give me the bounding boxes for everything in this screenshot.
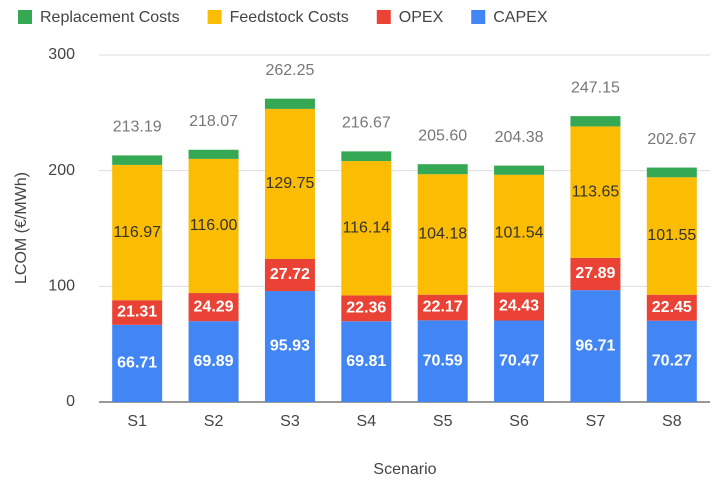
bar-segment (570, 116, 621, 127)
bar-segment (646, 177, 697, 295)
data-label: 70.27 (652, 353, 692, 370)
bar-segment (570, 257, 621, 291)
bar-segment (341, 321, 392, 402)
data-label: 27.72 (270, 266, 310, 283)
bar-segment (341, 161, 392, 296)
bar-segment (112, 155, 163, 165)
data-label: 21.31 (117, 304, 157, 321)
data-label: 24.43 (499, 298, 539, 315)
data-label: 116.97 (113, 224, 161, 241)
bar-segment (264, 258, 315, 292)
bar-segment (646, 320, 697, 402)
bar-segment (112, 164, 163, 301)
legend-label: OPEX (399, 9, 444, 26)
bar-segment (417, 320, 468, 402)
bar-segment (494, 174, 545, 293)
data-label: 101.55 (647, 227, 696, 244)
bar-segment (341, 295, 392, 322)
legend-label: CAPEX (493, 9, 548, 26)
total-label: 205.60 (418, 127, 467, 144)
bar-segment (570, 290, 621, 402)
x-tick-label: S4 (357, 413, 377, 430)
data-label: 69.81 (346, 353, 386, 370)
data-label: 70.59 (423, 352, 463, 369)
x-tick-label: S8 (662, 413, 682, 430)
legend-swatch (18, 10, 32, 24)
legend-label: Replacement Costs (40, 9, 180, 26)
bar-segment (646, 167, 697, 178)
data-label: 66.71 (117, 355, 157, 372)
data-label: 101.54 (495, 225, 544, 242)
data-label: 22.45 (652, 299, 692, 316)
bar-segment (341, 151, 392, 162)
data-label: 96.71 (575, 337, 615, 354)
legend-label: Feedstock Costs (230, 9, 349, 26)
data-label: 104.18 (418, 226, 467, 243)
bar-segment (570, 126, 621, 258)
legend-swatch (471, 10, 486, 24)
bar-segment (494, 320, 545, 402)
data-label: 116.14 (342, 219, 390, 236)
data-label: 22.36 (346, 300, 386, 317)
x-tick-label: S1 (127, 413, 147, 430)
data-label: 70.47 (499, 352, 539, 369)
bar-segment (417, 174, 468, 295)
x-tick-label: S3 (280, 413, 300, 430)
legend-swatch (207, 10, 222, 24)
bar-segment (264, 108, 315, 259)
data-label: 95.93 (270, 338, 310, 355)
bar-segment (494, 165, 545, 175)
total-label: 218.07 (189, 113, 238, 130)
y-axis-title: LCOM (€/MWh) (13, 172, 30, 284)
bar-segment (112, 300, 163, 325)
data-label: 69.89 (194, 353, 234, 370)
total-label: 216.67 (342, 115, 391, 132)
total-label: 204.38 (495, 129, 544, 146)
data-label: 129.75 (265, 175, 314, 192)
bar-segment (188, 321, 239, 402)
bar-segment (188, 293, 239, 322)
y-tick-label: 200 (48, 162, 75, 179)
total-label: 247.15 (571, 79, 620, 96)
bar-segment (188, 149, 239, 159)
data-label: 22.17 (423, 299, 463, 316)
bar-segment (646, 294, 697, 321)
bar-segment (112, 324, 163, 402)
data-label: 24.29 (194, 298, 234, 315)
data-label: 27.89 (575, 265, 615, 282)
legend-swatch (376, 10, 391, 24)
x-tick-label: S7 (586, 413, 606, 430)
x-tick-label: S2 (204, 413, 224, 430)
total-label: 202.67 (647, 131, 696, 148)
x-tick-label: S5 (433, 413, 453, 430)
bar-segment (264, 291, 315, 402)
total-label: 262.25 (265, 62, 314, 79)
y-tick-label: 100 (48, 278, 75, 295)
x-tick-label: S6 (509, 413, 529, 430)
bar-segment (417, 294, 468, 321)
bar-segment (417, 164, 468, 175)
x-axis-title: Scenario (373, 461, 436, 478)
bar-segment (264, 98, 315, 109)
bar-segment (188, 158, 239, 294)
bar-segment (494, 292, 545, 321)
y-tick-label: 300 (48, 46, 75, 63)
data-label: 113.65 (572, 183, 620, 200)
data-label: 116.00 (190, 217, 238, 234)
y-tick-label: 0 (66, 393, 75, 410)
total-label: 213.19 (113, 119, 162, 136)
